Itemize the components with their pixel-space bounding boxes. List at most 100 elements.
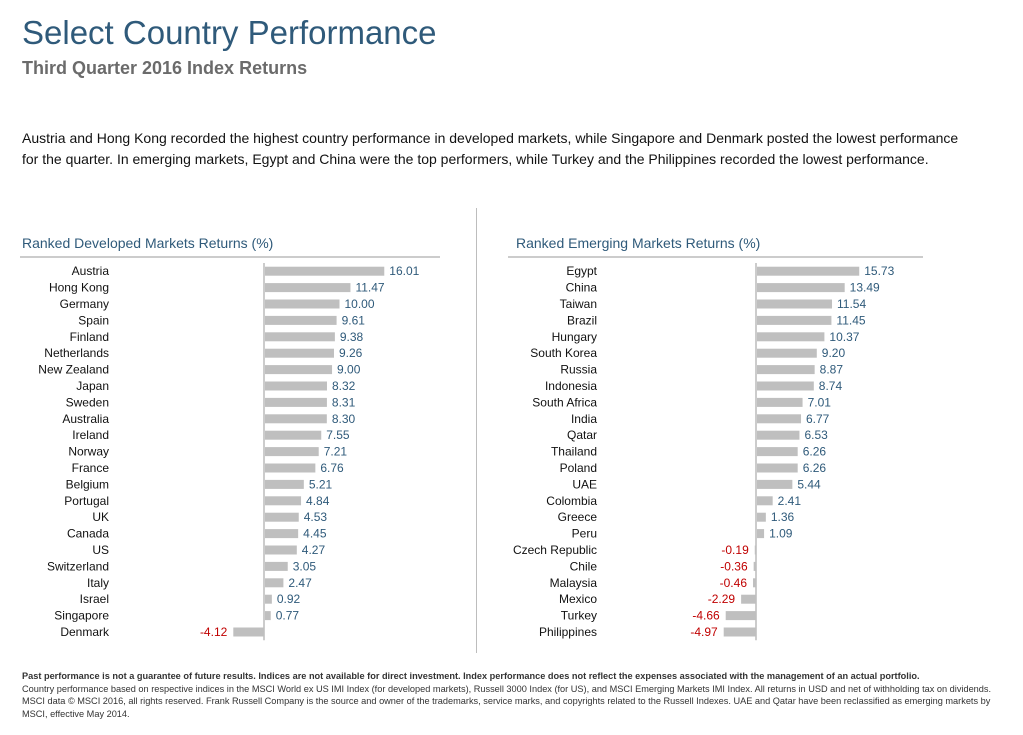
emerging-value-label: 8.74: [819, 379, 843, 393]
emerging-category-label: Brazil: [567, 313, 597, 327]
emerging-category-label: Colombia: [546, 494, 597, 508]
emerging-bar: [753, 561, 756, 571]
emerging-markets-chart: Ranked Emerging Markets Returns (%) Egypt…: [476, 230, 1023, 650]
emerging-category-label: Peru: [572, 527, 597, 541]
developed-markets-chart: Ranked Developed Markets Returns (%) Aust…: [0, 230, 476, 650]
developed-value-label: 7.55: [326, 428, 350, 442]
developed-value-label: 16.01: [389, 264, 419, 278]
developed-bar: [265, 447, 319, 457]
developed-value-label: 0.77: [276, 609, 300, 623]
developed-category-label: Finland: [70, 330, 109, 344]
developed-bar: [265, 348, 334, 358]
emerging-category-label: South Korea: [530, 346, 597, 360]
developed-value-label: 4.53: [304, 510, 328, 524]
developed-category-label: Germany: [60, 297, 109, 311]
developed-value-label: 8.31: [332, 395, 356, 409]
emerging-value-label: 7.01: [808, 395, 832, 409]
developed-bar: [265, 283, 351, 293]
summary-paragraph: Austria and Hong Kong recorded the highe…: [22, 130, 959, 167]
emerging-category-label: South Africa: [532, 395, 597, 409]
developed-value-label: 9.00: [337, 363, 361, 377]
developed-value-label: 3.05: [293, 559, 317, 573]
emerging-bar: [757, 397, 803, 407]
page-subtitle: Third Quarter 2016 Index Returns: [22, 58, 308, 78]
emerging-category-label: Mexico: [559, 592, 597, 606]
developed-bar: [265, 430, 322, 440]
developed-value-label: 2.47: [288, 576, 312, 590]
developed-bar: [265, 545, 297, 555]
emerging-category-label: Czech Republic: [513, 543, 597, 557]
developed-bar: [265, 463, 316, 473]
emerging-chart-title: Ranked Emerging Markets Returns (%): [516, 235, 760, 251]
emerging-category-label: India: [571, 412, 597, 426]
developed-value-label: 8.30: [332, 412, 356, 426]
developed-value-label: 0.92: [277, 592, 301, 606]
emerging-value-label: 6.26: [803, 461, 827, 475]
developed-bar: [265, 496, 302, 506]
emerging-bar: [757, 430, 800, 440]
emerging-category-label: Indonesia: [545, 379, 597, 393]
developed-bar: [233, 627, 264, 637]
emerging-value-label: 15.73: [864, 264, 894, 278]
developed-bar: [265, 365, 333, 375]
developed-bar: [265, 397, 327, 407]
emerging-bar: [725, 611, 756, 621]
emerging-value-label: 11.45: [836, 313, 865, 327]
developed-bar: [265, 332, 335, 342]
developed-category-label: US: [92, 543, 109, 557]
emerging-value-label: 1.09: [769, 527, 793, 541]
emerging-category-label: Russia: [560, 363, 597, 377]
developed-bar: [265, 315, 337, 325]
developed-category-label: Israel: [80, 592, 109, 606]
developed-category-label: Japan: [76, 379, 109, 393]
emerging-category-label: Thailand: [551, 445, 597, 459]
emerging-bar: [753, 578, 756, 588]
developed-value-label: 4.45: [303, 527, 327, 541]
emerging-bar: [741, 594, 756, 604]
developed-category-label: Italy: [87, 576, 109, 590]
emerging-bar: [757, 447, 798, 457]
developed-bar: [265, 512, 299, 522]
emerging-category-label: Egypt: [566, 264, 597, 278]
emerging-category-label: Malaysia: [550, 576, 598, 590]
developed-bar: [265, 414, 327, 424]
developed-category-label: Canada: [67, 527, 109, 541]
developed-category-label: Netherlands: [44, 346, 109, 360]
emerging-value-label: 6.77: [806, 412, 830, 426]
developed-bar: [265, 266, 385, 276]
developed-category-label: Australia: [62, 412, 109, 426]
emerging-category-label: Chile: [570, 559, 598, 573]
developed-bar: [265, 381, 327, 391]
developed-value-label: 9.26: [339, 346, 363, 360]
emerging-category-label: Qatar: [567, 428, 597, 442]
developed-category-label: Portugal: [64, 494, 109, 508]
page-title: Select Country Performance: [22, 14, 437, 51]
emerging-category-label: Taiwan: [560, 297, 597, 311]
emerging-bar: [723, 627, 756, 637]
developed-value-label: 6.76: [320, 461, 344, 475]
emerging-bar: [757, 414, 802, 424]
developed-category-label: France: [72, 461, 110, 475]
emerging-category-label: UAE: [572, 477, 597, 491]
emerging-category-label: Poland: [560, 461, 597, 475]
emerging-value-label: -0.36: [720, 559, 748, 573]
chart-divider: [476, 208, 477, 653]
developed-value-label: 8.32: [332, 379, 356, 393]
developed-value-label: 10.00: [345, 297, 375, 311]
emerging-bar: [754, 545, 756, 555]
developed-category-label: Sweden: [66, 395, 109, 409]
footnote: Past performance is not a guarantee of f…: [22, 670, 1012, 720]
emerging-value-label: 9.20: [822, 346, 846, 360]
emerging-markets-chart-svg: Ranked Emerging Markets Returns (%) Egypt…: [508, 235, 923, 641]
developed-category-label: Denmark: [60, 625, 110, 639]
developed-category-label: Belgium: [66, 477, 109, 491]
developed-value-label: 9.38: [340, 330, 364, 344]
emerging-category-label: Philippines: [539, 625, 597, 639]
developed-bar: [265, 561, 288, 571]
emerging-category-label: China: [566, 281, 598, 295]
footnote-disclaimer: Past performance is not a guarantee of f…: [22, 671, 920, 681]
developed-value-label: 4.27: [302, 543, 326, 557]
developed-category-label: UK: [92, 510, 109, 524]
emerging-value-label: -4.97: [690, 625, 718, 639]
emerging-category-label: Hungary: [552, 330, 597, 344]
